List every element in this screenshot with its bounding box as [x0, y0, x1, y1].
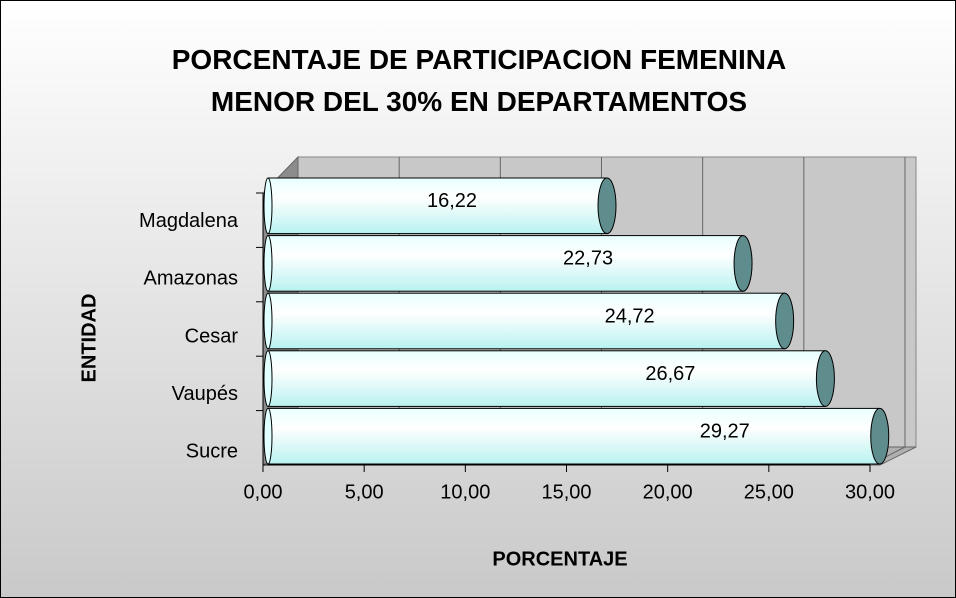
bar: [267, 235, 744, 292]
bar-start: [263, 177, 273, 235]
bar: [267, 407, 881, 465]
x-tick-label: 0,00: [244, 481, 283, 503]
bar-end: [597, 177, 617, 235]
x-tick-label: 5,00: [345, 481, 384, 503]
value-label: 24,72: [605, 305, 655, 327]
bar-start: [263, 350, 273, 407]
chart-title: PORCENTAJE DE PARTICIPACION FEMENINA MEN…: [171, 44, 787, 117]
value-label: 26,67: [645, 363, 695, 385]
bar: [267, 292, 786, 350]
bar-end: [775, 292, 795, 350]
y-axis-label: ENTIDAD: [78, 294, 100, 383]
y-tick-label: Amazonas: [144, 268, 239, 290]
bar-end: [815, 350, 835, 407]
y-tick-label: Magdalena: [139, 210, 239, 232]
bar-start: [263, 407, 273, 465]
x-tick-label: 20,00: [643, 481, 693, 503]
y-tick-label: Cesar: [185, 325, 239, 347]
value-label: 16,22: [427, 190, 477, 212]
bar-end: [733, 235, 753, 292]
value-label: 29,27: [700, 420, 750, 442]
bar: [267, 350, 826, 407]
y-tick-label: Sucre: [186, 440, 238, 462]
bar-start: [263, 235, 273, 292]
x-tick-label: 15,00: [541, 481, 591, 503]
x-axis-label: PORCENTAJE: [492, 548, 627, 570]
bar: [267, 177, 608, 235]
x-tick-label: 10,00: [440, 481, 490, 503]
y-tick-label: Vaupés: [172, 383, 238, 405]
bar-start: [263, 292, 273, 350]
value-label: 22,73: [563, 248, 613, 270]
x-tick-label: 30,00: [845, 481, 895, 503]
bar-end: [870, 407, 890, 465]
x-tick-label: 25,00: [744, 481, 794, 503]
